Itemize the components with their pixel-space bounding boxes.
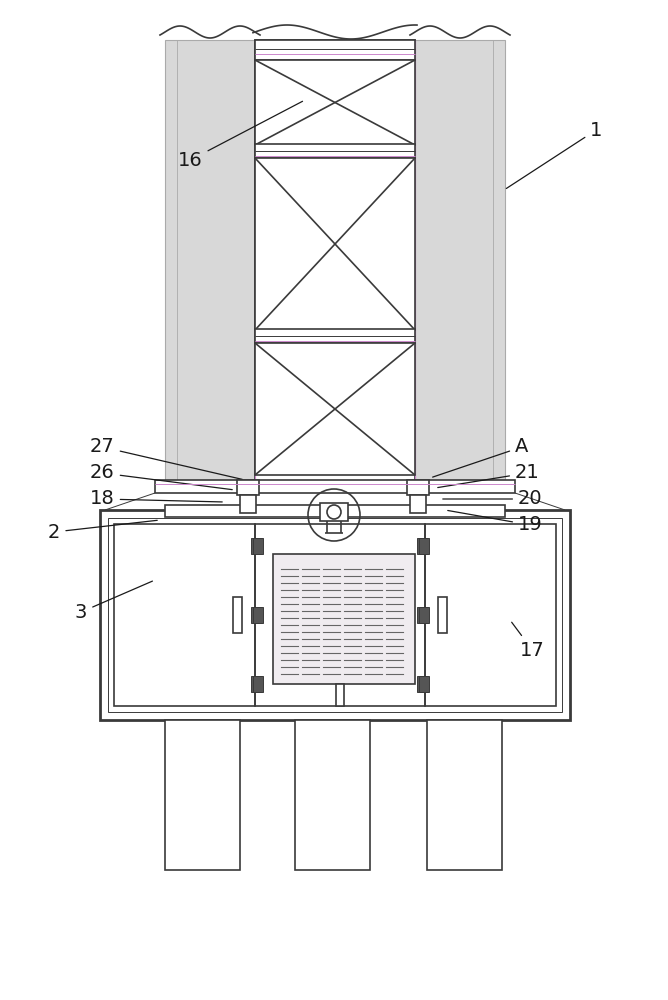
Bar bbox=[253, 676, 263, 692]
Bar bbox=[255, 158, 415, 330]
Bar bbox=[419, 607, 429, 623]
Text: 18: 18 bbox=[90, 489, 222, 508]
Bar bbox=[255, 60, 415, 145]
Text: 1: 1 bbox=[506, 120, 603, 188]
Text: 27: 27 bbox=[90, 438, 242, 479]
Bar bbox=[417, 676, 427, 692]
Bar bbox=[255, 40, 415, 490]
Bar bbox=[419, 538, 429, 554]
Bar bbox=[240, 495, 256, 513]
Bar bbox=[415, 40, 505, 490]
Bar bbox=[320, 503, 348, 521]
Bar bbox=[336, 684, 344, 706]
Bar bbox=[438, 597, 447, 633]
Bar bbox=[427, 720, 502, 870]
Bar bbox=[253, 607, 263, 623]
Bar bbox=[419, 676, 429, 692]
Bar bbox=[425, 524, 556, 706]
Text: 16: 16 bbox=[178, 101, 303, 169]
Bar bbox=[165, 720, 240, 870]
Bar bbox=[251, 607, 261, 623]
Bar bbox=[165, 505, 505, 517]
Bar bbox=[255, 40, 415, 60]
Bar bbox=[155, 480, 515, 493]
Bar bbox=[253, 538, 263, 554]
Text: 2: 2 bbox=[48, 520, 157, 542]
Text: 20: 20 bbox=[443, 489, 542, 508]
Bar bbox=[295, 720, 370, 870]
Bar bbox=[108, 518, 562, 712]
Bar bbox=[233, 597, 242, 633]
Bar bbox=[255, 144, 415, 158]
Bar bbox=[114, 524, 255, 706]
Bar bbox=[407, 480, 429, 495]
Text: 26: 26 bbox=[90, 464, 232, 490]
Bar bbox=[255, 343, 415, 475]
Bar bbox=[100, 510, 570, 720]
Bar bbox=[165, 40, 255, 490]
Bar bbox=[251, 676, 261, 692]
Text: 3: 3 bbox=[75, 581, 152, 621]
Bar bbox=[417, 538, 427, 554]
Text: 19: 19 bbox=[448, 510, 542, 534]
Bar bbox=[251, 538, 261, 554]
Bar bbox=[255, 329, 415, 343]
Bar bbox=[417, 607, 427, 623]
Bar bbox=[255, 524, 425, 706]
Text: 21: 21 bbox=[438, 464, 540, 488]
Text: 17: 17 bbox=[512, 622, 544, 660]
Text: A: A bbox=[433, 438, 528, 477]
Bar bbox=[237, 480, 259, 495]
Bar bbox=[410, 495, 426, 513]
Bar bbox=[273, 554, 415, 684]
